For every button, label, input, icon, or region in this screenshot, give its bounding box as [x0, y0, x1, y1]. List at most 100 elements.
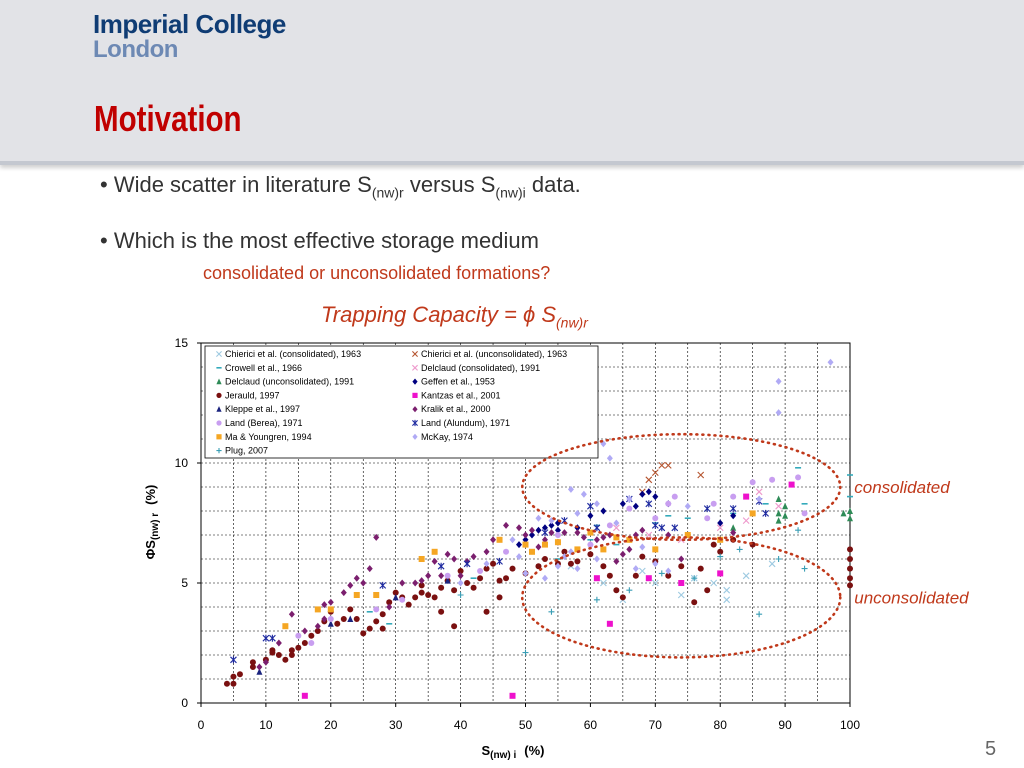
bullet-subscript: (nw)r	[371, 184, 404, 201]
legend-marker	[216, 434, 222, 440]
data-point	[256, 668, 263, 675]
data-point	[619, 550, 626, 558]
data-point	[295, 632, 302, 639]
data-point	[736, 546, 743, 553]
data-point	[639, 526, 646, 534]
data-point	[652, 560, 659, 568]
legend-marker	[216, 420, 222, 426]
data-point	[697, 471, 705, 479]
legend-marker	[412, 364, 418, 371]
legend-marker	[412, 406, 418, 413]
annotation-ellipse	[520, 432, 842, 542]
y-tick-label: 15	[175, 336, 189, 350]
data-point	[457, 579, 464, 587]
data-point	[444, 577, 451, 584]
annotation-label: consolidated	[854, 478, 950, 497]
data-point	[366, 625, 373, 632]
data-point	[606, 620, 613, 627]
data-point	[353, 592, 360, 598]
data-point	[840, 509, 847, 517]
data-point	[619, 500, 626, 508]
data-point	[651, 579, 659, 587]
data-point	[756, 611, 763, 618]
data-point	[321, 615, 328, 623]
series-14	[457, 527, 808, 656]
data-point	[710, 500, 717, 507]
data-point	[509, 536, 516, 544]
data-point	[548, 529, 555, 537]
data-point	[496, 577, 503, 584]
data-point	[599, 579, 607, 587]
data-point	[626, 536, 633, 543]
data-point	[431, 548, 438, 555]
data-point	[541, 541, 548, 548]
data-point	[483, 548, 490, 556]
data-point	[677, 591, 685, 599]
data-point	[587, 512, 594, 520]
data-point	[645, 531, 653, 539]
data-point	[580, 533, 587, 541]
data-point	[600, 533, 607, 541]
series-8	[256, 577, 451, 675]
data-point	[528, 531, 535, 539]
data-point	[775, 409, 782, 417]
legend-entry: Land (Alundum), 1971	[412, 418, 510, 428]
data-point	[567, 485, 574, 493]
data-point	[632, 572, 639, 579]
legend-entry: Ma & Youngren, 1994	[216, 432, 312, 442]
data-point	[483, 560, 490, 568]
data-point	[503, 548, 510, 555]
data-point	[606, 522, 613, 529]
data-point	[723, 596, 731, 604]
data-point	[236, 671, 243, 678]
data-point	[334, 620, 341, 627]
x-tick-label: 50	[519, 718, 533, 732]
legend-entry: Delclaud (consolidated), 1991	[412, 363, 540, 373]
legend-marker	[412, 392, 418, 398]
data-point	[847, 507, 853, 514]
data-point	[651, 521, 659, 529]
legend-entry: Geffen et al., 1953	[412, 377, 495, 387]
data-point	[645, 476, 653, 484]
x-tick-label: 0	[198, 718, 205, 732]
legend-entry: Plug, 2007	[216, 446, 268, 456]
data-point	[509, 565, 516, 572]
data-point	[314, 628, 321, 634]
series-7	[301, 481, 795, 699]
data-point	[775, 502, 782, 510]
data-point	[522, 536, 529, 544]
legend-marker	[216, 351, 222, 357]
data-point	[451, 623, 458, 630]
data-point	[444, 572, 451, 579]
data-point	[373, 618, 380, 625]
legend-marker	[216, 392, 222, 398]
data-point	[437, 562, 445, 570]
data-point	[431, 557, 438, 565]
legend-entry: Kralik et al., 2000	[412, 404, 491, 414]
data-point	[801, 565, 808, 572]
data-point	[593, 596, 600, 603]
data-point	[223, 680, 230, 687]
data-point	[541, 524, 548, 532]
data-point	[256, 663, 263, 671]
data-point	[723, 586, 731, 594]
data-point	[639, 543, 646, 551]
data-point	[503, 521, 510, 529]
data-point	[775, 509, 782, 517]
data-point	[282, 623, 289, 630]
data-point	[288, 610, 295, 618]
data-point	[308, 640, 315, 646]
legend-entry: Delclaud (unconsolidated), 1991	[216, 377, 354, 387]
legend-label: Kantzas et al., 2001	[421, 390, 501, 400]
data-point	[308, 632, 315, 639]
data-point	[490, 560, 497, 567]
x-tick-label: 60	[584, 718, 598, 732]
legend-entry: Jerauld, 1997	[216, 390, 280, 400]
data-point	[412, 594, 419, 601]
data-point	[379, 625, 386, 632]
data-point	[782, 502, 789, 510]
y-tick-label: 0	[181, 696, 188, 710]
data-point	[516, 524, 523, 532]
x-axis-label-sub: (nw) i	[490, 750, 516, 761]
data-point	[503, 575, 510, 582]
